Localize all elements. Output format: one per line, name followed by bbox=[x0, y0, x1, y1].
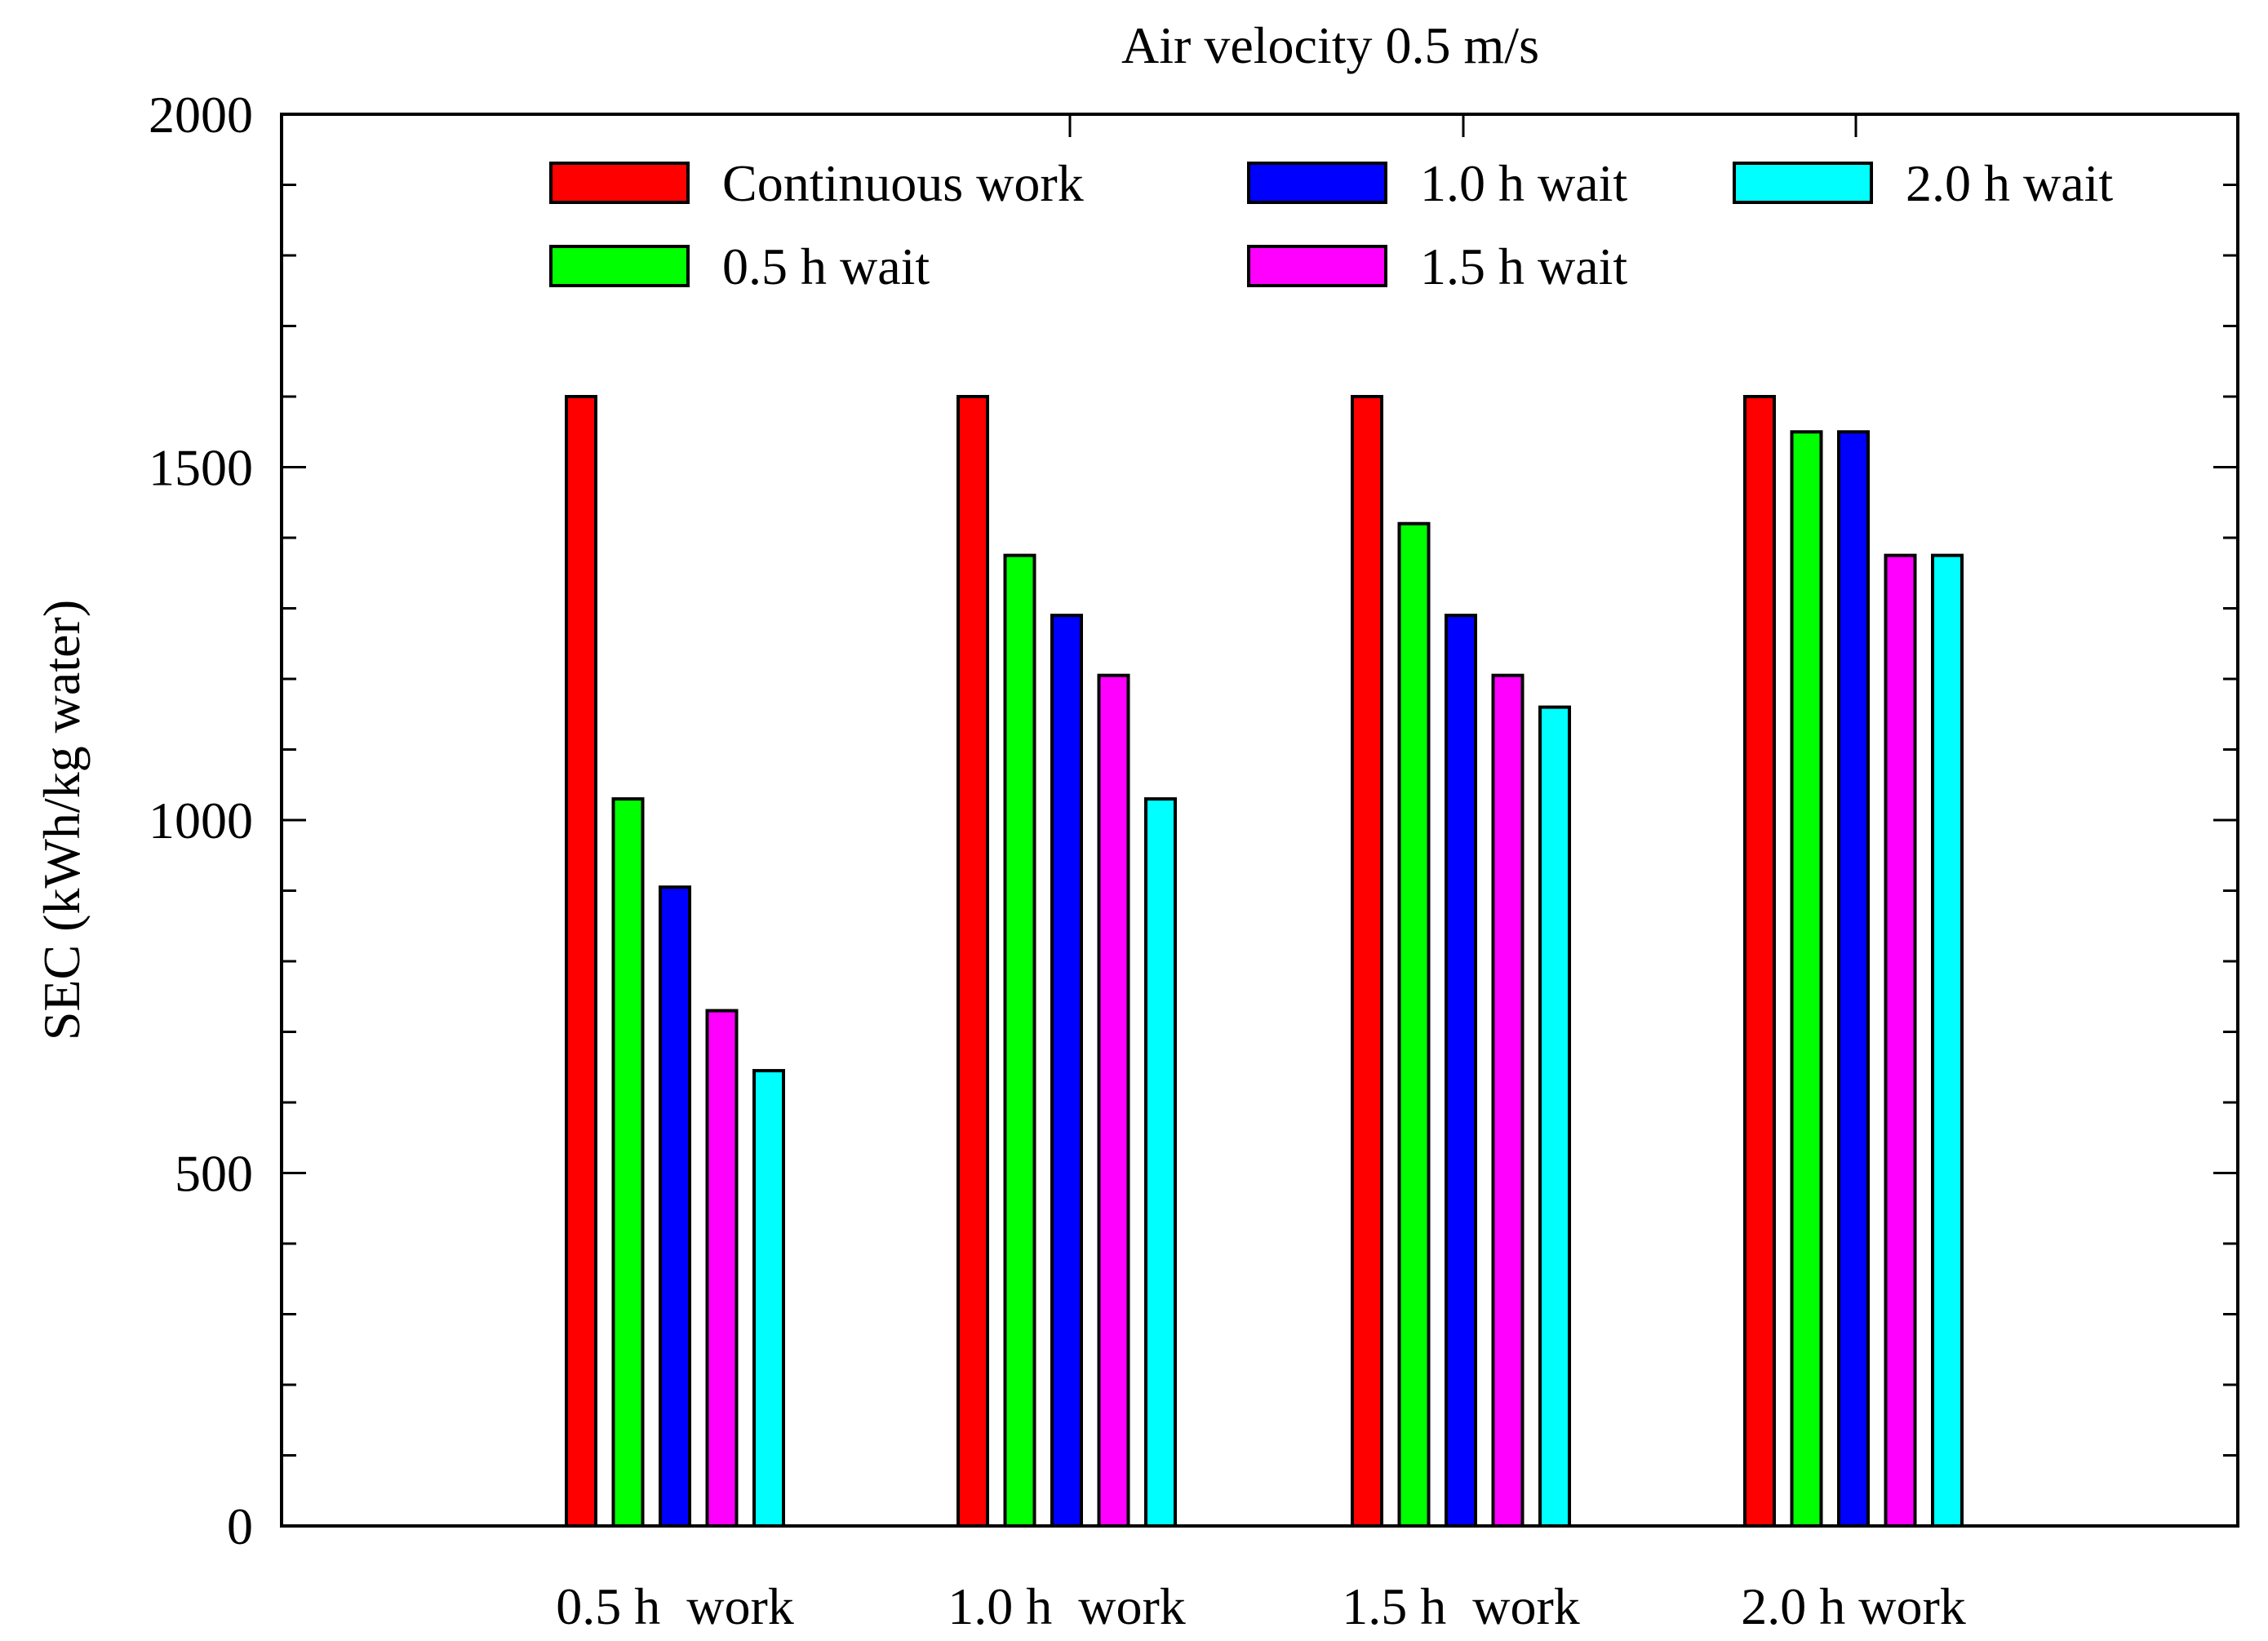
x-tick-labels: 0.5 h work 1.0 h work 1.5 h work 2.0 h work bbox=[556, 1577, 1966, 1635]
bar bbox=[1397, 521, 1431, 1528]
plot-area-frame bbox=[280, 113, 2239, 1528]
bar bbox=[1538, 705, 1571, 1528]
bars-layer bbox=[565, 395, 1964, 1528]
legend: Continuous work 0.5 h wait 1.0 h wait 1.5 h… bbox=[549, 154, 2113, 295]
y-tick-label: 0 bbox=[227, 1497, 253, 1555]
bar bbox=[1003, 553, 1036, 1528]
y-tick-label: 1000 bbox=[149, 792, 253, 849]
legend-label: 0.5 h wait bbox=[722, 237, 930, 295]
legend-swatch bbox=[549, 245, 690, 287]
x-tick-label: 0.5 h work bbox=[556, 1577, 794, 1635]
bar bbox=[659, 885, 691, 1528]
bar bbox=[1837, 430, 1870, 1528]
y-tick-labels: 0 500 1000 1500 2000 bbox=[149, 86, 253, 1555]
bar bbox=[1097, 673, 1130, 1528]
bar bbox=[565, 395, 597, 1528]
bar bbox=[956, 395, 989, 1528]
legend-label: 1.0 h wait bbox=[1420, 154, 1627, 212]
y-tick-label: 500 bbox=[175, 1145, 253, 1203]
legend-swatch bbox=[1247, 162, 1387, 204]
bar bbox=[1445, 614, 1477, 1528]
y-tick-label: 1500 bbox=[149, 439, 253, 497]
bar bbox=[752, 1069, 785, 1528]
legend-swatch bbox=[1733, 162, 1873, 204]
bar bbox=[611, 797, 645, 1528]
legend-swatch bbox=[1247, 245, 1387, 287]
x-tick-label: 1.0 h work bbox=[948, 1577, 1186, 1635]
bar bbox=[1050, 614, 1083, 1528]
bar bbox=[705, 1009, 739, 1528]
x-tick-label: 1.5 h work bbox=[1342, 1577, 1580, 1635]
y-axis-label: SEC (kWh/kg water) bbox=[33, 600, 91, 1040]
legend-swatch bbox=[549, 162, 690, 204]
bar bbox=[1931, 553, 1964, 1528]
chart-title: Air velocity 0.5 m/s bbox=[1121, 16, 1539, 74]
legend-label: 2.0 h wait bbox=[1906, 154, 2113, 212]
bar bbox=[1351, 395, 1383, 1528]
x-tick-label: 2.0 h work bbox=[1741, 1577, 1966, 1635]
bar bbox=[1790, 430, 1823, 1528]
bar bbox=[1743, 395, 1776, 1528]
bar bbox=[1491, 673, 1525, 1528]
legend-label: 1.5 h wait bbox=[1420, 237, 1627, 295]
legend-label: Continuous work bbox=[722, 154, 1084, 212]
bar bbox=[1884, 553, 1917, 1528]
y-tick-label: 2000 bbox=[149, 86, 253, 144]
bar bbox=[1144, 797, 1177, 1528]
